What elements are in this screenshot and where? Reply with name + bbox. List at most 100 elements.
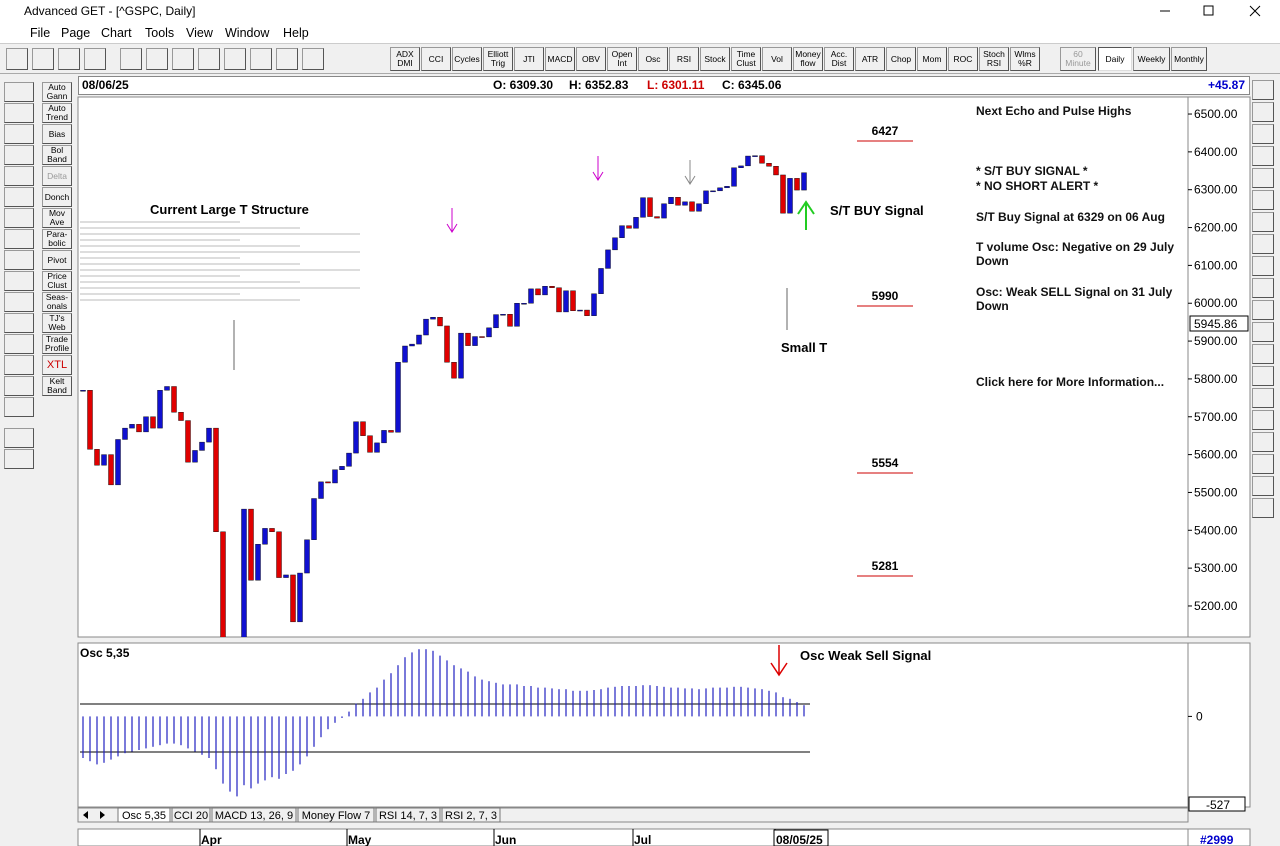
- overlay-button[interactable]: TJ's Web: [42, 313, 72, 333]
- overlay-button[interactable]: Price Clust: [42, 271, 72, 291]
- study-button[interactable]: OBV: [576, 47, 606, 71]
- tab-label[interactable]: Osc 5,35: [122, 810, 166, 822]
- study-button[interactable]: Wlms %R: [1010, 47, 1040, 71]
- study-button[interactable]: RSI: [669, 47, 699, 71]
- study-button[interactable]: Vol: [762, 47, 792, 71]
- study-button[interactable]: ATR: [855, 47, 885, 71]
- tool-icon[interactable]: [4, 334, 34, 354]
- overlay-button[interactable]: Seas-onals: [42, 292, 72, 312]
- study-button[interactable]: Mom: [917, 47, 947, 71]
- tool-icon[interactable]: [1252, 256, 1274, 276]
- tab[interactable]: [117, 807, 171, 823]
- tool-icon[interactable]: [1252, 322, 1274, 342]
- tool-icon[interactable]: [172, 48, 194, 70]
- tool-icon[interactable]: [146, 48, 168, 70]
- signal-note[interactable]: Click here for More Information...: [976, 375, 1165, 389]
- tool-icon[interactable]: [1252, 410, 1274, 430]
- tool-icon[interactable]: [4, 428, 34, 448]
- overlay-button[interactable]: Donch: [42, 187, 72, 207]
- tool-icon[interactable]: [4, 229, 34, 249]
- tool-icon[interactable]: [4, 208, 34, 228]
- tool-icon[interactable]: [1252, 366, 1274, 386]
- timeframe-button[interactable]: 60 Minute: [1060, 47, 1096, 71]
- tool-icon[interactable]: [4, 313, 34, 333]
- tool-icon[interactable]: [4, 449, 34, 469]
- overlay-button[interactable]: Delta: [42, 166, 72, 186]
- overlay-button[interactable]: Kelt Band: [42, 376, 72, 396]
- tool-icon[interactable]: [84, 48, 106, 70]
- tab[interactable]: [375, 807, 441, 823]
- study-button[interactable]: Chop: [886, 47, 916, 71]
- tab[interactable]: [211, 807, 297, 823]
- tab-label[interactable]: RSI 14, 7, 3: [379, 810, 437, 822]
- tool-icon[interactable]: [1252, 344, 1274, 364]
- tool-icon[interactable]: [1252, 190, 1274, 210]
- study-button[interactable]: Open Int: [607, 47, 637, 71]
- tool-icon[interactable]: [302, 48, 324, 70]
- tool-icon[interactable]: [1252, 388, 1274, 408]
- tool-icon[interactable]: [1252, 300, 1274, 320]
- tool-icon[interactable]: [1252, 168, 1274, 188]
- tool-icon[interactable]: [1252, 476, 1274, 496]
- overlay-button[interactable]: Auto Gann: [42, 82, 72, 102]
- tool-icon[interactable]: [4, 250, 34, 270]
- tool-icon[interactable]: [1252, 498, 1274, 518]
- study-button[interactable]: JTI: [514, 47, 544, 71]
- tool-icon[interactable]: [4, 397, 34, 417]
- study-button[interactable]: ADX DMI: [390, 47, 420, 71]
- tool-icon[interactable]: [4, 145, 34, 165]
- study-button[interactable]: Money flow: [793, 47, 823, 71]
- study-button[interactable]: Stoch RSI: [979, 47, 1009, 71]
- study-button[interactable]: Time Clust: [731, 47, 761, 71]
- tab-label[interactable]: MACD 13, 26, 9: [215, 810, 293, 822]
- study-button[interactable]: ROC: [948, 47, 978, 71]
- tool-icon[interactable]: [198, 48, 220, 70]
- tool-icon[interactable]: [58, 48, 80, 70]
- tool-icon[interactable]: [1252, 212, 1274, 232]
- tab-label[interactable]: CCI 20: [174, 810, 208, 822]
- timeframe-button[interactable]: Daily: [1098, 47, 1132, 71]
- overlay-button[interactable]: Auto Trend: [42, 103, 72, 123]
- tool-icon[interactable]: [4, 82, 34, 102]
- menu-item[interactable]: Tools: [145, 26, 175, 40]
- tool-icon[interactable]: [1252, 102, 1274, 122]
- tool-icon[interactable]: [120, 48, 142, 70]
- overlay-button[interactable]: Bias: [42, 124, 72, 144]
- tab-scroll[interactable]: [83, 811, 105, 819]
- tool-icon[interactable]: [4, 103, 34, 123]
- tool-icon[interactable]: [1252, 454, 1274, 474]
- overlay-button[interactable]: Para-bolic: [42, 229, 72, 249]
- tool-icon[interactable]: [4, 187, 34, 207]
- tool-icon[interactable]: [1252, 146, 1274, 166]
- tab-label[interactable]: Money Flow 7: [302, 810, 370, 822]
- overlay-button[interactable]: Mov Ave: [42, 208, 72, 228]
- menu-item[interactable]: Chart: [101, 26, 132, 40]
- timeframe-button[interactable]: Weekly: [1133, 47, 1170, 71]
- tool-icon[interactable]: [32, 48, 54, 70]
- tool-icon[interactable]: [1252, 234, 1274, 254]
- tool-icon[interactable]: [1252, 432, 1274, 452]
- tool-icon[interactable]: [1252, 278, 1274, 298]
- tab[interactable]: [441, 807, 501, 823]
- tool-icon[interactable]: [4, 124, 34, 144]
- tool-icon[interactable]: [250, 48, 272, 70]
- overlay-button[interactable]: XTL: [42, 355, 72, 375]
- menu-item[interactable]: View: [186, 26, 213, 40]
- study-button[interactable]: CCI: [421, 47, 451, 71]
- study-button[interactable]: Acc. Dist: [824, 47, 854, 71]
- overlay-button[interactable]: Pivot: [42, 250, 72, 270]
- tool-icon[interactable]: [4, 376, 34, 396]
- tool-icon[interactable]: [276, 48, 298, 70]
- study-button[interactable]: MACD: [545, 47, 575, 71]
- tool-icon[interactable]: [6, 48, 28, 70]
- tool-icon[interactable]: [4, 292, 34, 312]
- study-button[interactable]: Stock: [700, 47, 730, 71]
- tool-icon[interactable]: [1252, 80, 1274, 100]
- tab-label[interactable]: RSI 2, 7, 3: [445, 810, 497, 822]
- menu-item[interactable]: Window: [225, 26, 270, 40]
- menu-item[interactable]: File: [30, 26, 51, 40]
- menu-item[interactable]: Help: [283, 26, 309, 40]
- timeframe-button[interactable]: Monthly: [1171, 47, 1207, 71]
- tab[interactable]: [297, 807, 375, 823]
- menu-item[interactable]: Page: [61, 26, 91, 40]
